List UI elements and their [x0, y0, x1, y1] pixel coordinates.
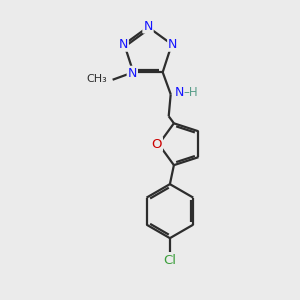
Text: –H: –H [184, 86, 198, 99]
Text: CH₃: CH₃ [86, 74, 106, 84]
Text: Cl: Cl [164, 254, 176, 267]
Text: N: N [143, 20, 153, 32]
Text: O: O [152, 138, 162, 151]
Text: N: N [118, 38, 128, 51]
Text: N: N [128, 67, 137, 80]
Text: N: N [168, 38, 178, 51]
Text: N: N [175, 86, 184, 99]
